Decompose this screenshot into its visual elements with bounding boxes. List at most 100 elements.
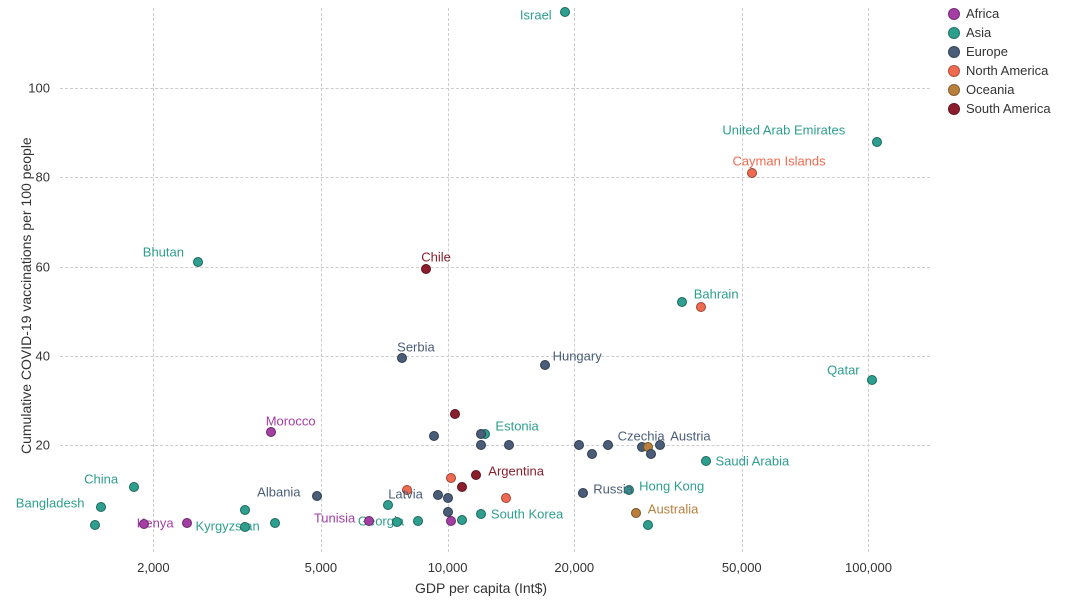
scatter-point-label: Hungary	[553, 348, 602, 363]
x-axis-title: GDP per capita (Int$)	[415, 580, 547, 596]
scatter-point-label: Tunisia	[314, 510, 355, 525]
legend-label: Africa	[966, 6, 999, 21]
scatter-point-label: Australia	[648, 501, 699, 516]
legend-label: Asia	[966, 25, 991, 40]
scatter-point-label: Austria	[670, 428, 710, 443]
scatter-point[interactable]	[240, 505, 250, 515]
grid-line-vertical	[448, 8, 449, 552]
scatter-point-label: Bhutan	[143, 245, 184, 260]
scatter-point[interactable]	[501, 493, 511, 503]
scatter-point-label: Qatar	[827, 363, 860, 378]
scatter-point[interactable]	[476, 440, 486, 450]
scatter-point[interactable]	[450, 409, 460, 419]
scatter-point[interactable]	[443, 507, 453, 517]
scatter-point[interactable]	[574, 440, 584, 450]
scatter-point[interactable]	[446, 473, 456, 483]
scatter-point-label: Saudi Arabia	[716, 453, 790, 468]
scatter-point[interactable]	[446, 516, 456, 526]
grid-line-vertical	[868, 8, 869, 552]
legend-item[interactable]: Oceania	[948, 82, 1051, 97]
scatter-point[interactable]	[476, 429, 486, 439]
scatter-point[interactable]	[96, 502, 106, 512]
scatter-point[interactable]	[240, 522, 250, 532]
scatter-point[interactable]	[312, 491, 322, 501]
scatter-point[interactable]	[421, 264, 431, 274]
scatter-point[interactable]	[182, 518, 192, 528]
scatter-point[interactable]	[696, 302, 706, 312]
scatter-point-label: Estonia	[495, 418, 538, 433]
scatter-point[interactable]	[540, 360, 550, 370]
scatter-point-label: Serbia	[397, 340, 435, 355]
grid-line-horizontal	[60, 267, 930, 268]
scatter-point-label: Argentina	[488, 463, 544, 478]
scatter-point-label: Israel	[520, 8, 552, 23]
scatter-point-label: Bangladesh	[16, 496, 85, 511]
scatter-point[interactable]	[747, 168, 757, 178]
legend-swatch	[948, 8, 960, 20]
grid-line-vertical	[742, 8, 743, 552]
scatter-point[interactable]	[701, 456, 711, 466]
scatter-point[interactable]	[867, 375, 877, 385]
scatter-point[interactable]	[383, 500, 393, 510]
legend-item[interactable]: North America	[948, 63, 1051, 78]
scatter-point-label: China	[84, 472, 118, 487]
legend-item[interactable]: South America	[948, 101, 1051, 116]
y-axis-title: Cumulative COVID-19 vaccinations per 100…	[18, 137, 34, 454]
scatter-point[interactable]	[457, 482, 467, 492]
scatter-point[interactable]	[90, 520, 100, 530]
scatter-point[interactable]	[471, 470, 481, 480]
x-tick-label: 50,000	[722, 560, 762, 575]
plot-area: IsraelUnited Arab EmiratesCayman Islands…	[60, 8, 930, 552]
scatter-point[interactable]	[677, 297, 687, 307]
legend-label: South America	[966, 101, 1051, 116]
legend-swatch	[948, 27, 960, 39]
x-tick-label: 5,000	[305, 560, 338, 575]
scatter-point[interactable]	[643, 520, 653, 530]
scatter-point[interactable]	[129, 482, 139, 492]
scatter-point[interactable]	[270, 518, 280, 528]
scatter-point[interactable]	[266, 427, 276, 437]
legend-swatch	[948, 84, 960, 96]
grid-line-horizontal	[60, 445, 930, 446]
chart-root: IsraelUnited Arab EmiratesCayman Islands…	[0, 0, 1080, 613]
scatter-point[interactable]	[139, 519, 149, 529]
legend-label: Oceania	[966, 82, 1014, 97]
scatter-point-label: Hong Kong	[639, 478, 704, 493]
scatter-point[interactable]	[457, 515, 467, 525]
scatter-point[interactable]	[872, 137, 882, 147]
scatter-point[interactable]	[429, 431, 439, 441]
scatter-point[interactable]	[392, 517, 402, 527]
grid-line-horizontal	[60, 177, 930, 178]
scatter-point-label: Kyrgyzstan	[195, 519, 259, 534]
scatter-point-label: Latvia	[388, 486, 423, 501]
scatter-point[interactable]	[397, 353, 407, 363]
scatter-point[interactable]	[504, 440, 514, 450]
scatter-point-label: Albania	[257, 485, 300, 500]
grid-line-vertical	[574, 8, 575, 552]
grid-line-vertical	[321, 8, 322, 552]
scatter-point[interactable]	[631, 508, 641, 518]
legend-item[interactable]: Europe	[948, 44, 1051, 59]
scatter-point[interactable]	[560, 7, 570, 17]
scatter-point[interactable]	[587, 449, 597, 459]
scatter-point-label: Russia	[593, 481, 633, 496]
scatter-point[interactable]	[413, 516, 423, 526]
scatter-point[interactable]	[578, 488, 588, 498]
legend-swatch	[948, 46, 960, 58]
grid-line-vertical	[153, 8, 154, 552]
scatter-point[interactable]	[364, 516, 374, 526]
scatter-point[interactable]	[193, 257, 203, 267]
legend-item[interactable]: Africa	[948, 6, 1051, 21]
legend-label: Europe	[966, 44, 1008, 59]
scatter-point[interactable]	[646, 449, 656, 459]
grid-line-horizontal	[60, 356, 930, 357]
x-tick-label: 10,000	[428, 560, 468, 575]
scatter-point[interactable]	[603, 440, 613, 450]
grid-line-horizontal	[60, 88, 930, 89]
scatter-point-label: United Arab Emirates	[722, 122, 845, 137]
scatter-point-label: Morocco	[266, 413, 316, 428]
scatter-point-label: Bahrain	[694, 287, 739, 302]
legend-item[interactable]: Asia	[948, 25, 1051, 40]
scatter-point[interactable]	[443, 493, 453, 503]
scatter-point[interactable]	[476, 509, 486, 519]
